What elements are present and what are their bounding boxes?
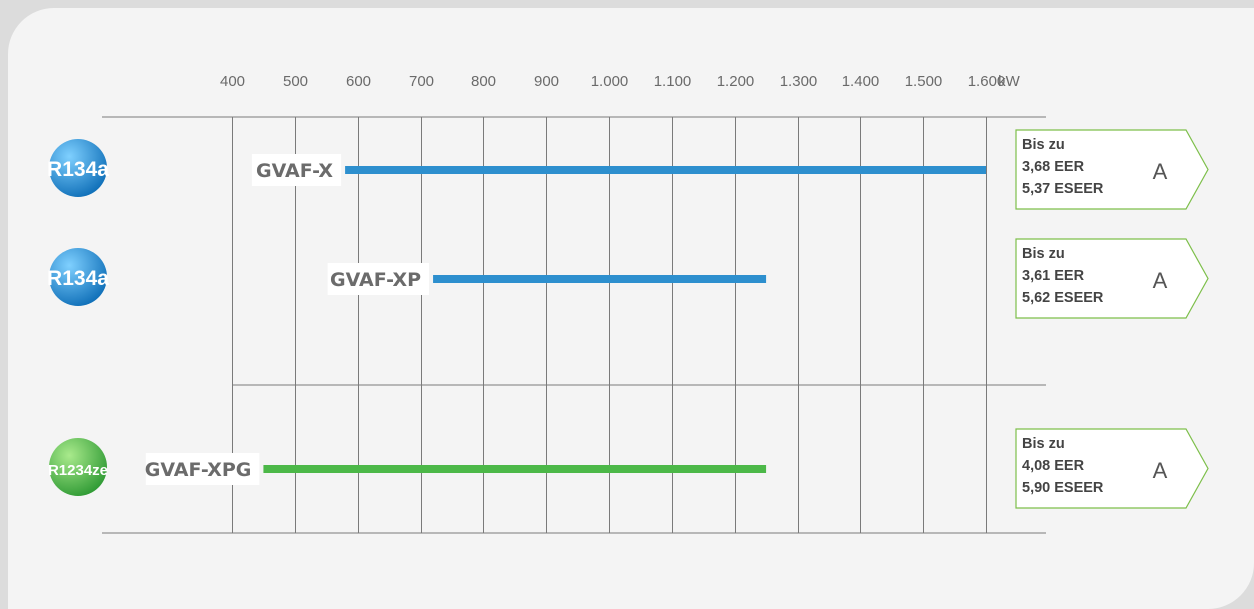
energy-class-label: A <box>1153 268 1168 293</box>
energy-class-label: A <box>1153 458 1168 483</box>
energy-class-label: A <box>1153 159 1168 184</box>
x-tick-label: 900 <box>534 73 559 90</box>
rating-line-2: 4,08 EER <box>1022 458 1085 474</box>
rating-line-3: 5,90 ESEER <box>1022 480 1104 496</box>
axis-unit-group: kW <box>998 73 1021 90</box>
efficiency-rating-box: Bis zu 3,61 EER 5,62 ESEER A <box>1015 238 1209 319</box>
range-bar <box>433 275 767 283</box>
refrigerant-badge-label: R134a <box>47 158 109 181</box>
rating-line-3: 5,62 ESEER <box>1022 290 1104 306</box>
refrigerant-badge-circle <box>49 248 107 306</box>
refrigerant-badge: R134a <box>47 248 109 306</box>
product-label: GVAF-X <box>256 160 333 182</box>
x-tick-label: 1.100 <box>654 73 692 90</box>
x-tick-label: 800 <box>471 73 496 90</box>
rating-arrow-shape <box>1015 428 1209 509</box>
product-row-gvaf-xpg: R1234ze GVAF-XPG Bis zu 4,08 EER 5,90 ESEER A <box>48 428 1209 509</box>
rating-arrow-shape <box>1015 129 1209 210</box>
x-tick-label: 1.600 <box>968 73 1006 90</box>
product-label: GVAF-XPG <box>145 459 252 481</box>
refrigerant-badge-label: R1234ze <box>48 462 108 479</box>
x-tick-label: 700 <box>409 73 434 90</box>
efficiency-rating-box: Bis zu 4,08 EER 5,90 ESEER A <box>1015 428 1209 509</box>
x-tick-label: 1.400 <box>842 73 880 90</box>
label-backdrop <box>251 154 342 186</box>
rating-line-3: 5,37 ESEER <box>1022 181 1104 197</box>
x-tick-label: 600 <box>346 73 371 90</box>
x-tick-label: 1.200 <box>717 73 755 90</box>
x-tick-label: 1.000 <box>591 73 629 90</box>
axis-unit-label: kW <box>998 73 1021 90</box>
x-tick-label: 500 <box>283 73 308 90</box>
rating-arrow-shape <box>1015 238 1209 319</box>
grid: 400 500 600 700 800 900 1.000 1.100 1.200 1.300 1.… <box>102 73 1046 534</box>
rating-line-1: Bis zu <box>1022 436 1065 452</box>
product-row-gvaf-xp: R134a GVAF-XP Bis zu 3,61 EER 5,62 ESEER A <box>47 238 1209 319</box>
range-bar <box>263 465 767 473</box>
rating-line-1: Bis zu <box>1022 246 1065 262</box>
refrigerant-badge: R134a <box>47 139 109 197</box>
label-backdrop <box>327 263 430 295</box>
refrigerant-badge-label: R134a <box>47 267 109 290</box>
rating-line-1: Bis zu <box>1022 137 1065 153</box>
label-backdrop <box>145 453 260 485</box>
product-row-gvaf-x: R134a GVAF-X Bis zu 3,68 EER 5,37 ESEER A <box>47 129 1209 210</box>
refrigerant-badge-circle <box>49 438 107 496</box>
refrigerant-badge-circle <box>49 139 107 197</box>
refrigerant-badge: R1234ze <box>48 438 108 496</box>
rating-line-2: 3,68 EER <box>1022 159 1085 175</box>
product-label: GVAF-XP <box>330 269 421 291</box>
efficiency-rating-box: Bis zu 3,68 EER 5,37 ESEER A <box>1015 129 1209 210</box>
range-bar <box>345 166 987 174</box>
x-tick-label: 400 <box>220 73 245 90</box>
x-tick-label: 1.300 <box>780 73 818 90</box>
x-tick-label: 1.500 <box>905 73 943 90</box>
rating-line-2: 3,61 EER <box>1022 268 1085 284</box>
